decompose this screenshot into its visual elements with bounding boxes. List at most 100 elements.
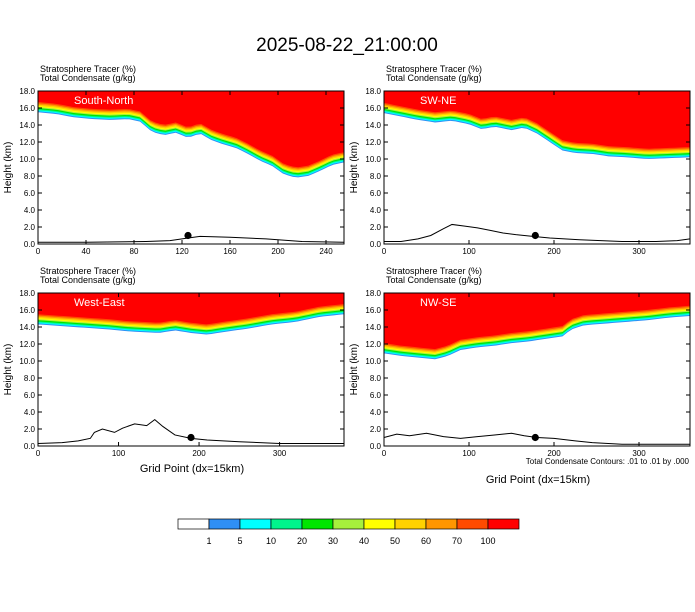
x-tick-label: 100 [462, 449, 476, 458]
x-tick-label: 200 [192, 449, 206, 458]
tracer-shading [384, 91, 690, 159]
y-tick-label: 14.0 [365, 121, 381, 130]
y-tick-label: 12.0 [19, 138, 35, 147]
terrain-line [38, 235, 345, 243]
panel-name-label: SW-NE [420, 95, 456, 107]
plot-frame [383, 292, 691, 447]
x-tick-label: 100 [112, 449, 126, 458]
y-tick-label: 2.0 [24, 223, 36, 232]
panel-name-label: South-North [74, 95, 133, 107]
colorbar-swatch [208, 518, 241, 530]
colorbar-label: 70 [452, 536, 462, 546]
y-tick-label: 14.0 [19, 121, 35, 130]
y-tick-label: 8.0 [24, 172, 36, 181]
colorbar-swatch [394, 518, 427, 530]
tracer-shading [38, 91, 344, 178]
colorbar-swatch [332, 518, 365, 530]
x-tick-label: 0 [36, 247, 41, 256]
y-tick-label: 8.0 [370, 374, 382, 383]
tracer-band [38, 91, 344, 168]
colorbar-swatch [239, 518, 272, 530]
colorbar-swatch [456, 518, 489, 530]
y-tick-label: 8.0 [24, 374, 36, 383]
colorbar-label: 40 [359, 536, 369, 546]
plot-frame [37, 90, 345, 245]
x-axis-label-left: Grid Point (dx=15km) [140, 463, 244, 475]
colorbar-label: 5 [237, 536, 242, 546]
colorbar-label: 1 [206, 536, 211, 546]
field-label-condensate: Total Condensate (g/kg) [40, 73, 136, 83]
y-tick-label: 2.0 [370, 223, 382, 232]
x-tick-label: 300 [632, 449, 646, 458]
x-tick-label: 200 [271, 247, 285, 256]
x-tick-label: 100 [462, 247, 476, 256]
field-label-tracer: Stratosphere Tracer (%) [386, 266, 482, 276]
colorbar-label: 100 [480, 536, 495, 546]
y-tick-label: 0.0 [370, 442, 382, 451]
colorbar-swatch [270, 518, 303, 530]
y-tick-label: 18.0 [19, 289, 35, 298]
x-tick-label: 160 [223, 247, 237, 256]
field-label-tracer: Stratosphere Tracer (%) [40, 64, 136, 74]
location-marker [531, 433, 539, 442]
y-tick-label: 8.0 [370, 172, 382, 181]
y-tick-label: 12.0 [365, 138, 381, 147]
plot-frame [383, 90, 691, 245]
colorbar-swatch [177, 518, 210, 530]
y-tick-label: 0.0 [24, 442, 36, 451]
colorbar-swatch [425, 518, 458, 530]
y-axis-label: Height (km) [349, 344, 360, 396]
y-tick-label: 12.0 [19, 340, 35, 349]
y-tick-label: 14.0 [19, 323, 35, 332]
location-marker [531, 231, 539, 240]
field-label-condensate: Total Condensate (g/kg) [386, 73, 482, 83]
colorbar-swatch [487, 518, 520, 530]
panel-nw-se: Stratosphere Tracer (%)Total Condensate … [349, 266, 691, 458]
x-tick-label: 40 [82, 247, 91, 256]
panel-name-label: NW-SE [420, 297, 456, 309]
y-tick-label: 16.0 [19, 104, 35, 113]
terrain-line [383, 432, 690, 445]
y-tick-label: 16.0 [19, 306, 35, 315]
x-axis-label-right: Grid Point (dx=15km) [486, 474, 590, 486]
x-tick-label: 200 [547, 247, 561, 256]
panel-west-east: Stratosphere Tracer (%)Total Condensate … [3, 266, 345, 458]
x-tick-label: 0 [382, 247, 387, 256]
x-tick-label: 300 [273, 449, 287, 458]
y-tick-label: 4.0 [24, 408, 36, 417]
colorbar-label: 20 [297, 536, 307, 546]
field-label-condensate: Total Condensate (g/kg) [386, 275, 482, 285]
y-tick-label: 6.0 [370, 391, 382, 400]
colorbar-swatch [301, 518, 334, 530]
y-axis-label: Height (km) [3, 142, 14, 194]
colorbar-label: 30 [328, 536, 338, 546]
y-tick-label: 10.0 [19, 357, 35, 366]
y-tick-label: 16.0 [365, 104, 381, 113]
y-tick-label: 6.0 [370, 189, 382, 198]
y-tick-label: 10.0 [365, 357, 381, 366]
y-tick-label: 2.0 [24, 425, 36, 434]
x-tick-label: 200 [547, 449, 561, 458]
y-axis-label: Height (km) [3, 344, 14, 396]
x-tick-label: 0 [36, 449, 41, 458]
y-tick-label: 14.0 [365, 323, 381, 332]
y-tick-label: 4.0 [24, 206, 36, 215]
tracer-band [384, 293, 690, 350]
y-tick-label: 6.0 [24, 189, 36, 198]
panel-name-label: West-East [74, 297, 125, 309]
location-marker [184, 231, 192, 240]
panel-sw-ne: Stratosphere Tracer (%)Total Condensate … [349, 64, 691, 256]
plot-frame [37, 292, 345, 447]
terrain-line [384, 223, 691, 242]
y-tick-label: 0.0 [24, 240, 36, 249]
field-label-tracer: Stratosphere Tracer (%) [386, 64, 482, 74]
colorbar-label: 50 [390, 536, 400, 546]
tracer-shading [384, 293, 690, 360]
colorbar: 1 5 10 20 30 40 50 60 70 100 [177, 518, 520, 546]
y-tick-label: 18.0 [19, 87, 35, 96]
colorbar-swatch [363, 518, 396, 530]
x-tick-label: 300 [632, 247, 646, 256]
y-tick-label: 16.0 [365, 306, 381, 315]
x-tick-label: 80 [130, 247, 139, 256]
